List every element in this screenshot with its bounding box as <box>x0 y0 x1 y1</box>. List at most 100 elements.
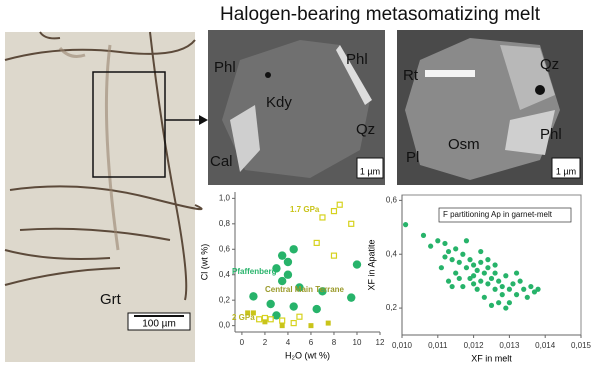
point <box>283 270 293 279</box>
point <box>463 238 470 244</box>
point <box>506 286 512 292</box>
series-label: Central Main Terrane <box>265 285 345 294</box>
point <box>492 286 498 292</box>
point <box>442 240 448 247</box>
point <box>295 283 304 292</box>
scale-label: 1 µm <box>360 166 380 176</box>
point <box>352 260 362 269</box>
point <box>289 245 298 254</box>
series-label: Pfaffenberg <box>232 267 277 276</box>
point <box>467 275 473 282</box>
point <box>289 302 298 311</box>
point <box>442 254 448 260</box>
point <box>245 310 251 316</box>
point <box>250 310 256 316</box>
x-tick-label: 8 <box>332 338 337 347</box>
point <box>488 275 495 282</box>
point <box>485 257 491 263</box>
point <box>262 319 268 325</box>
point <box>471 262 477 268</box>
point <box>312 304 321 314</box>
point <box>256 316 263 323</box>
point <box>478 259 484 265</box>
point <box>503 273 509 279</box>
y-tick-label: 0,4 <box>386 249 398 258</box>
photo-label: Phl <box>214 59 236 76</box>
y-axis-label: XF in Apatite <box>366 239 376 290</box>
point <box>478 248 484 255</box>
middle-photo: Phl Phl Kdy Qz Cal 1 µm <box>208 30 385 185</box>
y-tick-label: 0,0 <box>219 321 231 330</box>
point <box>463 265 470 271</box>
x-tick-label: 12 <box>376 338 385 347</box>
point <box>481 294 487 300</box>
point <box>524 294 530 300</box>
x-tick-label: 0,011 <box>428 341 448 350</box>
point <box>449 283 455 290</box>
y-tick-label: 0,6 <box>386 195 398 204</box>
point <box>460 251 466 257</box>
point <box>445 248 452 255</box>
point <box>330 252 338 259</box>
y-tick-label: 0,2 <box>386 303 398 312</box>
point <box>481 270 487 276</box>
point <box>510 281 516 287</box>
point <box>435 238 441 244</box>
point <box>513 292 520 298</box>
photo-label: Cal <box>210 153 233 170</box>
point <box>460 283 466 290</box>
point <box>531 289 538 295</box>
point <box>438 265 444 271</box>
annotation: 2 GPa <box>232 313 255 322</box>
point <box>249 292 258 301</box>
point <box>456 275 462 282</box>
point <box>308 323 314 329</box>
x-tick-label: 0,015 <box>571 341 592 350</box>
point <box>499 283 505 290</box>
point <box>471 281 477 287</box>
point <box>272 311 281 320</box>
point <box>283 257 293 267</box>
point <box>517 278 523 284</box>
point <box>492 270 498 276</box>
title: Halogen-bearing metasomatizing melt <box>220 4 541 25</box>
point <box>402 222 409 228</box>
point <box>318 287 327 296</box>
point <box>496 300 502 306</box>
point <box>471 273 477 279</box>
x-tick-label: 2 <box>263 338 268 347</box>
y-tick-label: 0,4 <box>219 270 231 279</box>
point <box>290 319 297 327</box>
point <box>313 239 320 247</box>
photo-label: Kdy <box>266 94 292 111</box>
point <box>496 278 502 284</box>
x-tick-label: 0,010 <box>392 341 413 350</box>
x-tick-label: 0,013 <box>499 341 520 350</box>
point <box>296 313 303 320</box>
point <box>528 283 534 290</box>
point <box>499 292 505 298</box>
y-tick-label: 1,0 <box>219 193 231 202</box>
point <box>420 232 427 238</box>
point <box>503 305 509 311</box>
point <box>513 270 520 276</box>
annotation-box <box>438 207 572 223</box>
photo-label: Grt <box>100 291 122 308</box>
point <box>467 257 473 263</box>
photo-label: Phl <box>346 51 368 68</box>
photo-label: Osm <box>448 136 480 153</box>
y-axis-label: Cl (wt %) <box>199 244 209 281</box>
point <box>521 286 527 292</box>
series-label: 1.7 GPa <box>290 205 320 214</box>
x-tick-label: 0,012 <box>464 341 485 350</box>
photo-label: Qz <box>540 56 559 73</box>
point <box>348 220 355 227</box>
y-tick-label: 0,8 <box>219 219 231 228</box>
point <box>267 316 274 323</box>
point <box>277 251 287 260</box>
scale-label: 1 µm <box>556 166 576 176</box>
point <box>347 293 356 302</box>
x-tick-label: 6 <box>309 338 314 347</box>
